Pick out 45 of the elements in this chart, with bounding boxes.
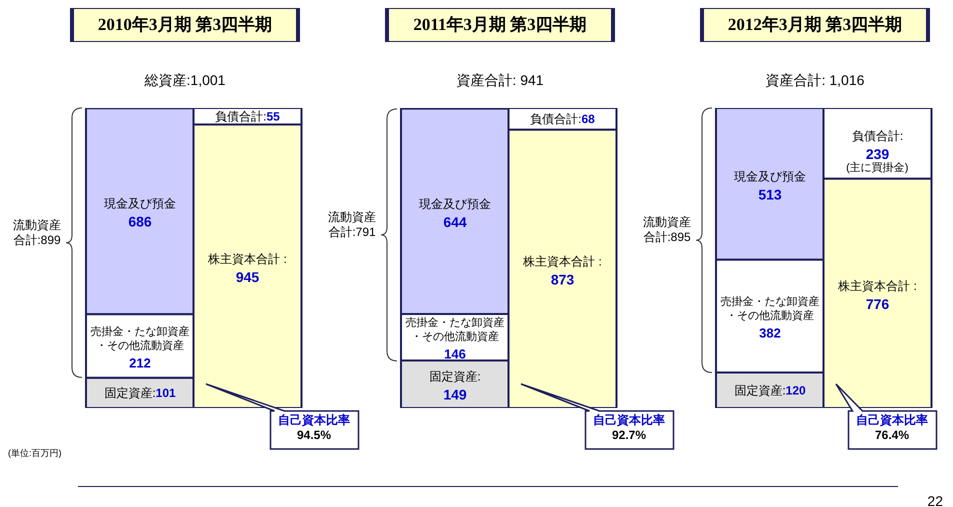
data-label: 55 xyxy=(266,109,280,124)
data-label: 146 xyxy=(444,346,466,362)
data-label: 101 xyxy=(156,386,176,400)
series-label: 固定資産: xyxy=(104,386,156,400)
series-label: 売掛金・たな卸資産・その他流動資産 xyxy=(90,324,190,352)
chart-title: 2012年3月期 第3四半期 xyxy=(700,8,930,42)
series-label: 現金及び預金 xyxy=(419,196,491,211)
series-label: 固定資産: xyxy=(734,383,786,398)
data-label: 776 xyxy=(866,296,890,312)
text: 22 xyxy=(927,493,943,507)
data-label: 644 xyxy=(443,214,467,230)
data-label: 149 xyxy=(443,386,467,403)
series-label: 負債合計: xyxy=(530,112,582,126)
series-label: 売掛金・たな卸資産・その他流動資産 xyxy=(720,295,820,322)
series-label: 株主資本合計 : xyxy=(207,252,287,266)
text: 流動資産合計:791 xyxy=(327,210,377,240)
text: 自己資本比率 94.5% xyxy=(277,413,351,443)
data-label: 873 xyxy=(550,271,574,288)
text: (単位:百万円) xyxy=(8,448,62,460)
chart-subtitle: 資産合計: 941 xyxy=(455,72,545,90)
data-label: 239 xyxy=(866,146,890,162)
series-label: 負債合計: xyxy=(215,109,266,124)
annotation: (主に買掛金) xyxy=(845,162,910,176)
series-label: 売掛金・たな卸資産・その他流動資産 xyxy=(406,316,504,344)
series-label: 現金及び預金 xyxy=(734,169,806,184)
data-label: 513 xyxy=(758,186,782,202)
chart-title: 2011年3月期 第3四半期 xyxy=(385,8,615,42)
text: 自己資本比率 76.4% xyxy=(855,413,929,443)
series-label: 負債合計: xyxy=(852,128,904,143)
text: 自己資本比率 92.7% xyxy=(592,413,666,443)
data-label: 945 xyxy=(236,268,260,285)
data-label: 120 xyxy=(786,383,806,398)
data-label: 382 xyxy=(759,326,781,341)
series-label: 現金及び預金 xyxy=(104,196,176,211)
text: 流動資産合計:899 xyxy=(12,218,62,248)
data-label: 68 xyxy=(581,112,596,126)
chart-title: 2010年3月期 第3四半期 xyxy=(70,8,300,42)
text: 流動資産合計:895 xyxy=(642,215,692,246)
series-label: 株主資本合計 : xyxy=(522,254,602,268)
series-label: 固定資産: xyxy=(429,370,481,384)
chart-subtitle: 資産合計: 1,016 xyxy=(764,72,866,90)
data-label: 212 xyxy=(129,355,151,370)
series-label: 株主資本合計 : xyxy=(837,278,917,293)
data-label: 686 xyxy=(128,214,152,230)
chart-subtitle: 総資産:1,001 xyxy=(144,72,226,90)
